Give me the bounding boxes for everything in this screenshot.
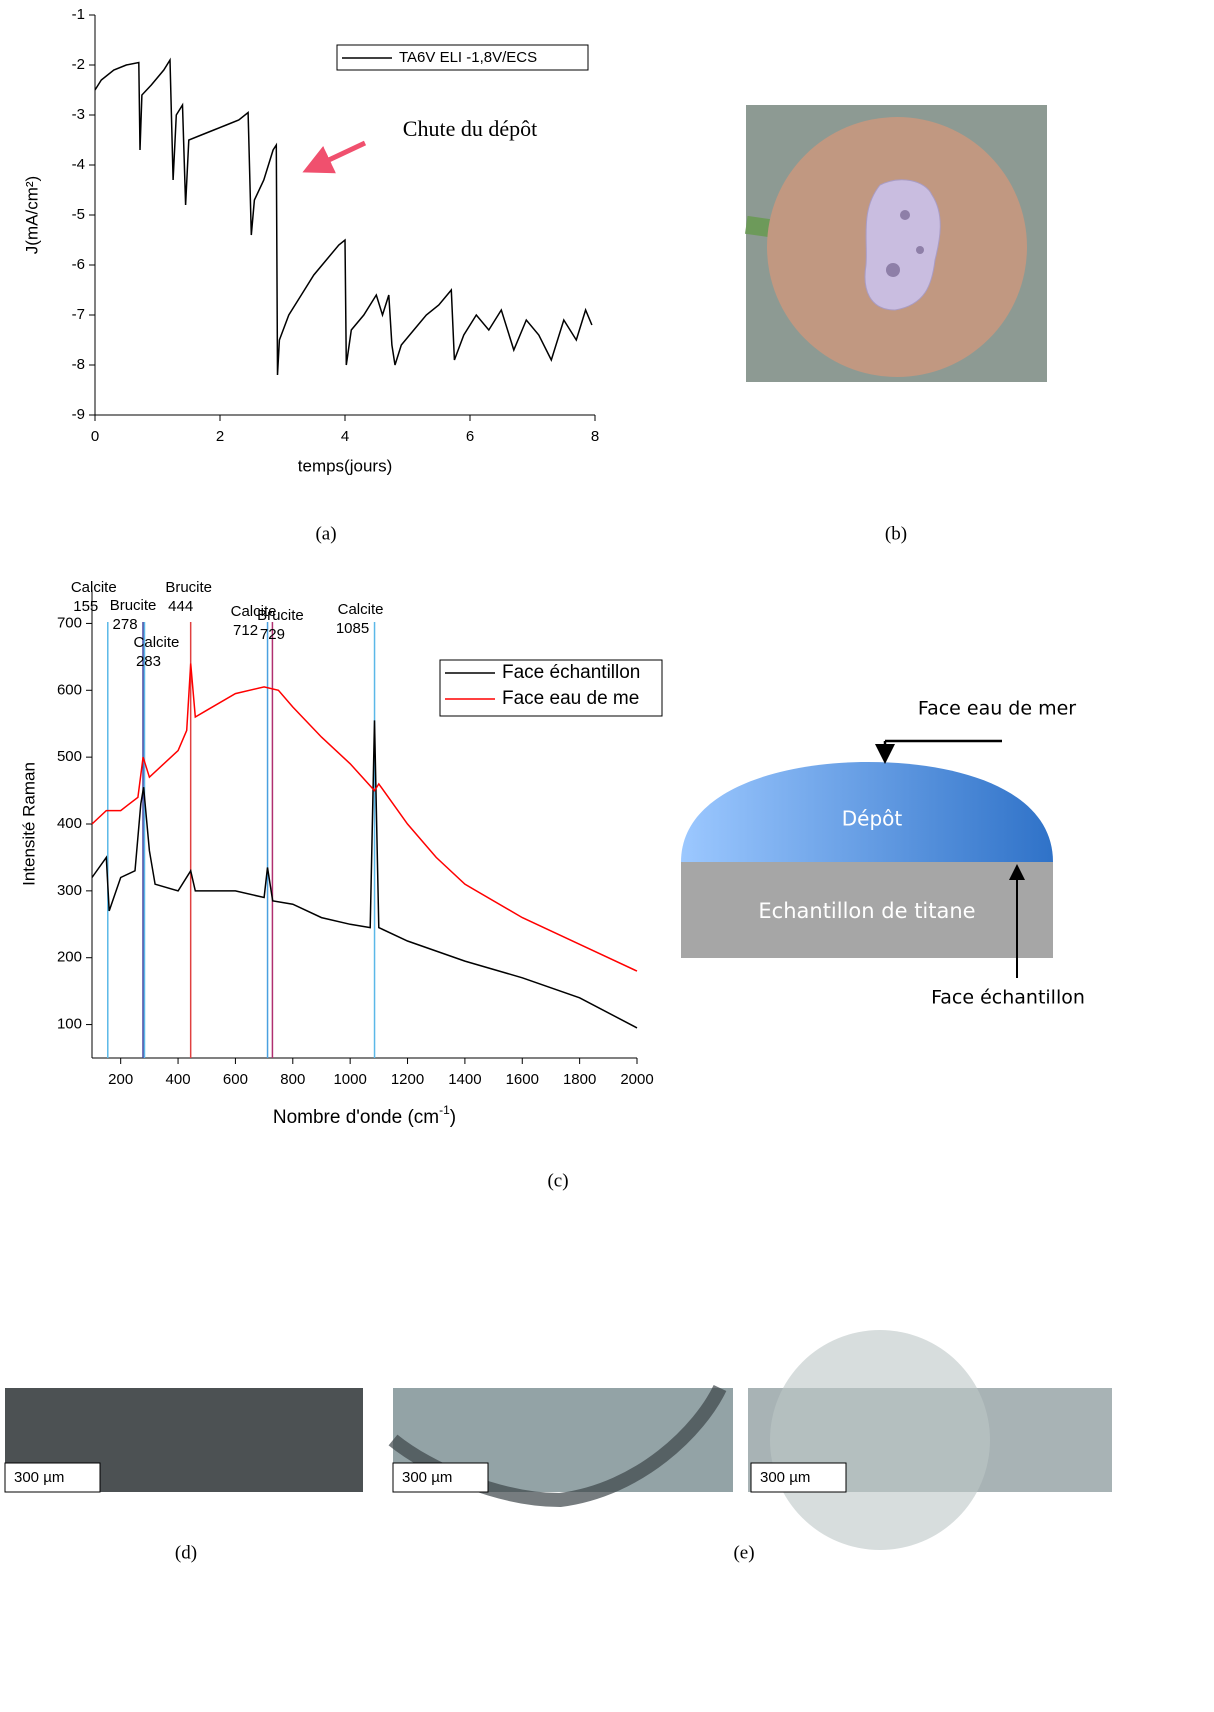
micro-label: Monticul bbox=[480, 1588, 566, 1613]
y-tick-label: 100 bbox=[57, 1016, 82, 1033]
y-tick-label: -2 bbox=[72, 56, 85, 73]
reference-name: Brucite bbox=[165, 579, 212, 596]
deposit-diagram: Face eau de mer Dépôt Echantillon de tit… bbox=[681, 698, 1085, 1009]
bottom-label: Face échantillon bbox=[931, 987, 1085, 1009]
x-axis-label: Nombre d'onde (cm-1) bbox=[273, 1103, 456, 1128]
reference-name: Calcite bbox=[338, 601, 384, 618]
y-tick-label: -9 bbox=[72, 406, 85, 423]
y-tick-label: -6 bbox=[72, 256, 85, 273]
x-tick-label: 400 bbox=[166, 1071, 191, 1088]
reference-name: Calcite bbox=[134, 634, 180, 651]
reference-name: Calcite bbox=[231, 603, 277, 620]
y-tick-label: -3 bbox=[72, 106, 85, 123]
reference-name: Brucite bbox=[257, 607, 304, 624]
x-axis-label-sup: -1 bbox=[439, 1103, 450, 1117]
y-tick-label: 700 bbox=[57, 614, 82, 631]
annotation-arrow bbox=[302, 140, 367, 174]
x-tick-label: 2 bbox=[216, 428, 224, 445]
photo-b bbox=[745, 105, 1047, 382]
legend-label: Face eau de me bbox=[502, 688, 639, 709]
y-tick-label: 400 bbox=[57, 815, 82, 832]
x-tick-label: 6 bbox=[466, 428, 474, 445]
annotation: Chute du dépôt bbox=[403, 116, 537, 141]
y-tick-label: -4 bbox=[72, 156, 85, 173]
deposit-label: Dépôt bbox=[842, 807, 903, 831]
legend-label: TA6V ELI -1,8V/ECS bbox=[399, 49, 537, 66]
y-tick-label: 200 bbox=[57, 949, 82, 966]
scale-label: 300 µm bbox=[14, 1469, 64, 1486]
reference-value: 155 bbox=[73, 598, 98, 615]
y-tick-label: 500 bbox=[57, 748, 82, 765]
micro-label: Rainure bbox=[549, 1664, 609, 1712]
panel-label: (d) bbox=[175, 1542, 197, 1563]
panel-label: (a) bbox=[315, 523, 336, 544]
panel-label: (e) bbox=[733, 1542, 754, 1563]
scale-label: 300 µm bbox=[760, 1469, 810, 1486]
x-tick-label: 1200 bbox=[391, 1071, 424, 1088]
y-axis-label: J(mA/cm²) bbox=[22, 176, 41, 254]
x-tick-label: 2000 bbox=[620, 1071, 653, 1088]
reference-value: 1085 bbox=[336, 620, 369, 637]
y-tick-label: -7 bbox=[72, 306, 85, 323]
x-tick-label: 4 bbox=[341, 428, 349, 445]
x-tick-label: 1800 bbox=[563, 1071, 596, 1088]
micro-label: Creux bbox=[926, 1568, 984, 1593]
series-line bbox=[94, 57, 593, 376]
x-tick-label: 8 bbox=[591, 428, 599, 445]
x-axis-label: temps(jours) bbox=[298, 456, 392, 475]
y-tick-label: -5 bbox=[72, 206, 85, 223]
reference-name: Calcite bbox=[71, 579, 117, 596]
x-tick-label: 800 bbox=[280, 1071, 305, 1088]
micrographs: 300 µm 300 µm 300 µm Monticul Rainure Cr… bbox=[4, 1330, 1112, 1712]
reference-value: 444 bbox=[168, 598, 193, 615]
y-tick-label: 600 bbox=[57, 681, 82, 698]
panel-label: (b) bbox=[885, 523, 907, 544]
x-axis-label-end: ) bbox=[450, 1107, 456, 1128]
top-label: Face eau de mer bbox=[918, 698, 1076, 720]
y-axis-label: Intensité Raman bbox=[19, 762, 38, 886]
sample-label: Echantillon de titane bbox=[758, 899, 975, 923]
legend-label: Face échantillon bbox=[502, 662, 640, 683]
y-tick-label: -1 bbox=[72, 6, 85, 23]
x-tick-label: 0 bbox=[91, 428, 99, 445]
x-tick-label: 1400 bbox=[448, 1071, 481, 1088]
panel-label: (c) bbox=[547, 1170, 568, 1191]
x-tick-label: 1600 bbox=[506, 1071, 539, 1088]
x-tick-label: 200 bbox=[108, 1071, 133, 1088]
legend-box bbox=[439, 659, 663, 717]
x-axis-label-text: Nombre d'onde (cm bbox=[273, 1107, 439, 1128]
series-line bbox=[91, 720, 638, 1029]
reference-value: 712 bbox=[233, 622, 258, 639]
reference-value: 283 bbox=[136, 653, 161, 670]
scale-label: 300 µm bbox=[402, 1469, 452, 1486]
reference-value: 278 bbox=[113, 616, 138, 633]
y-tick-label: 300 bbox=[57, 882, 82, 899]
reference-name: Brucite bbox=[110, 597, 157, 614]
series-line bbox=[91, 663, 638, 972]
x-tick-label: 600 bbox=[223, 1071, 248, 1088]
reference-value: 729 bbox=[260, 626, 285, 643]
y-tick-label: -8 bbox=[72, 356, 85, 373]
x-tick-label: 1000 bbox=[333, 1071, 366, 1088]
